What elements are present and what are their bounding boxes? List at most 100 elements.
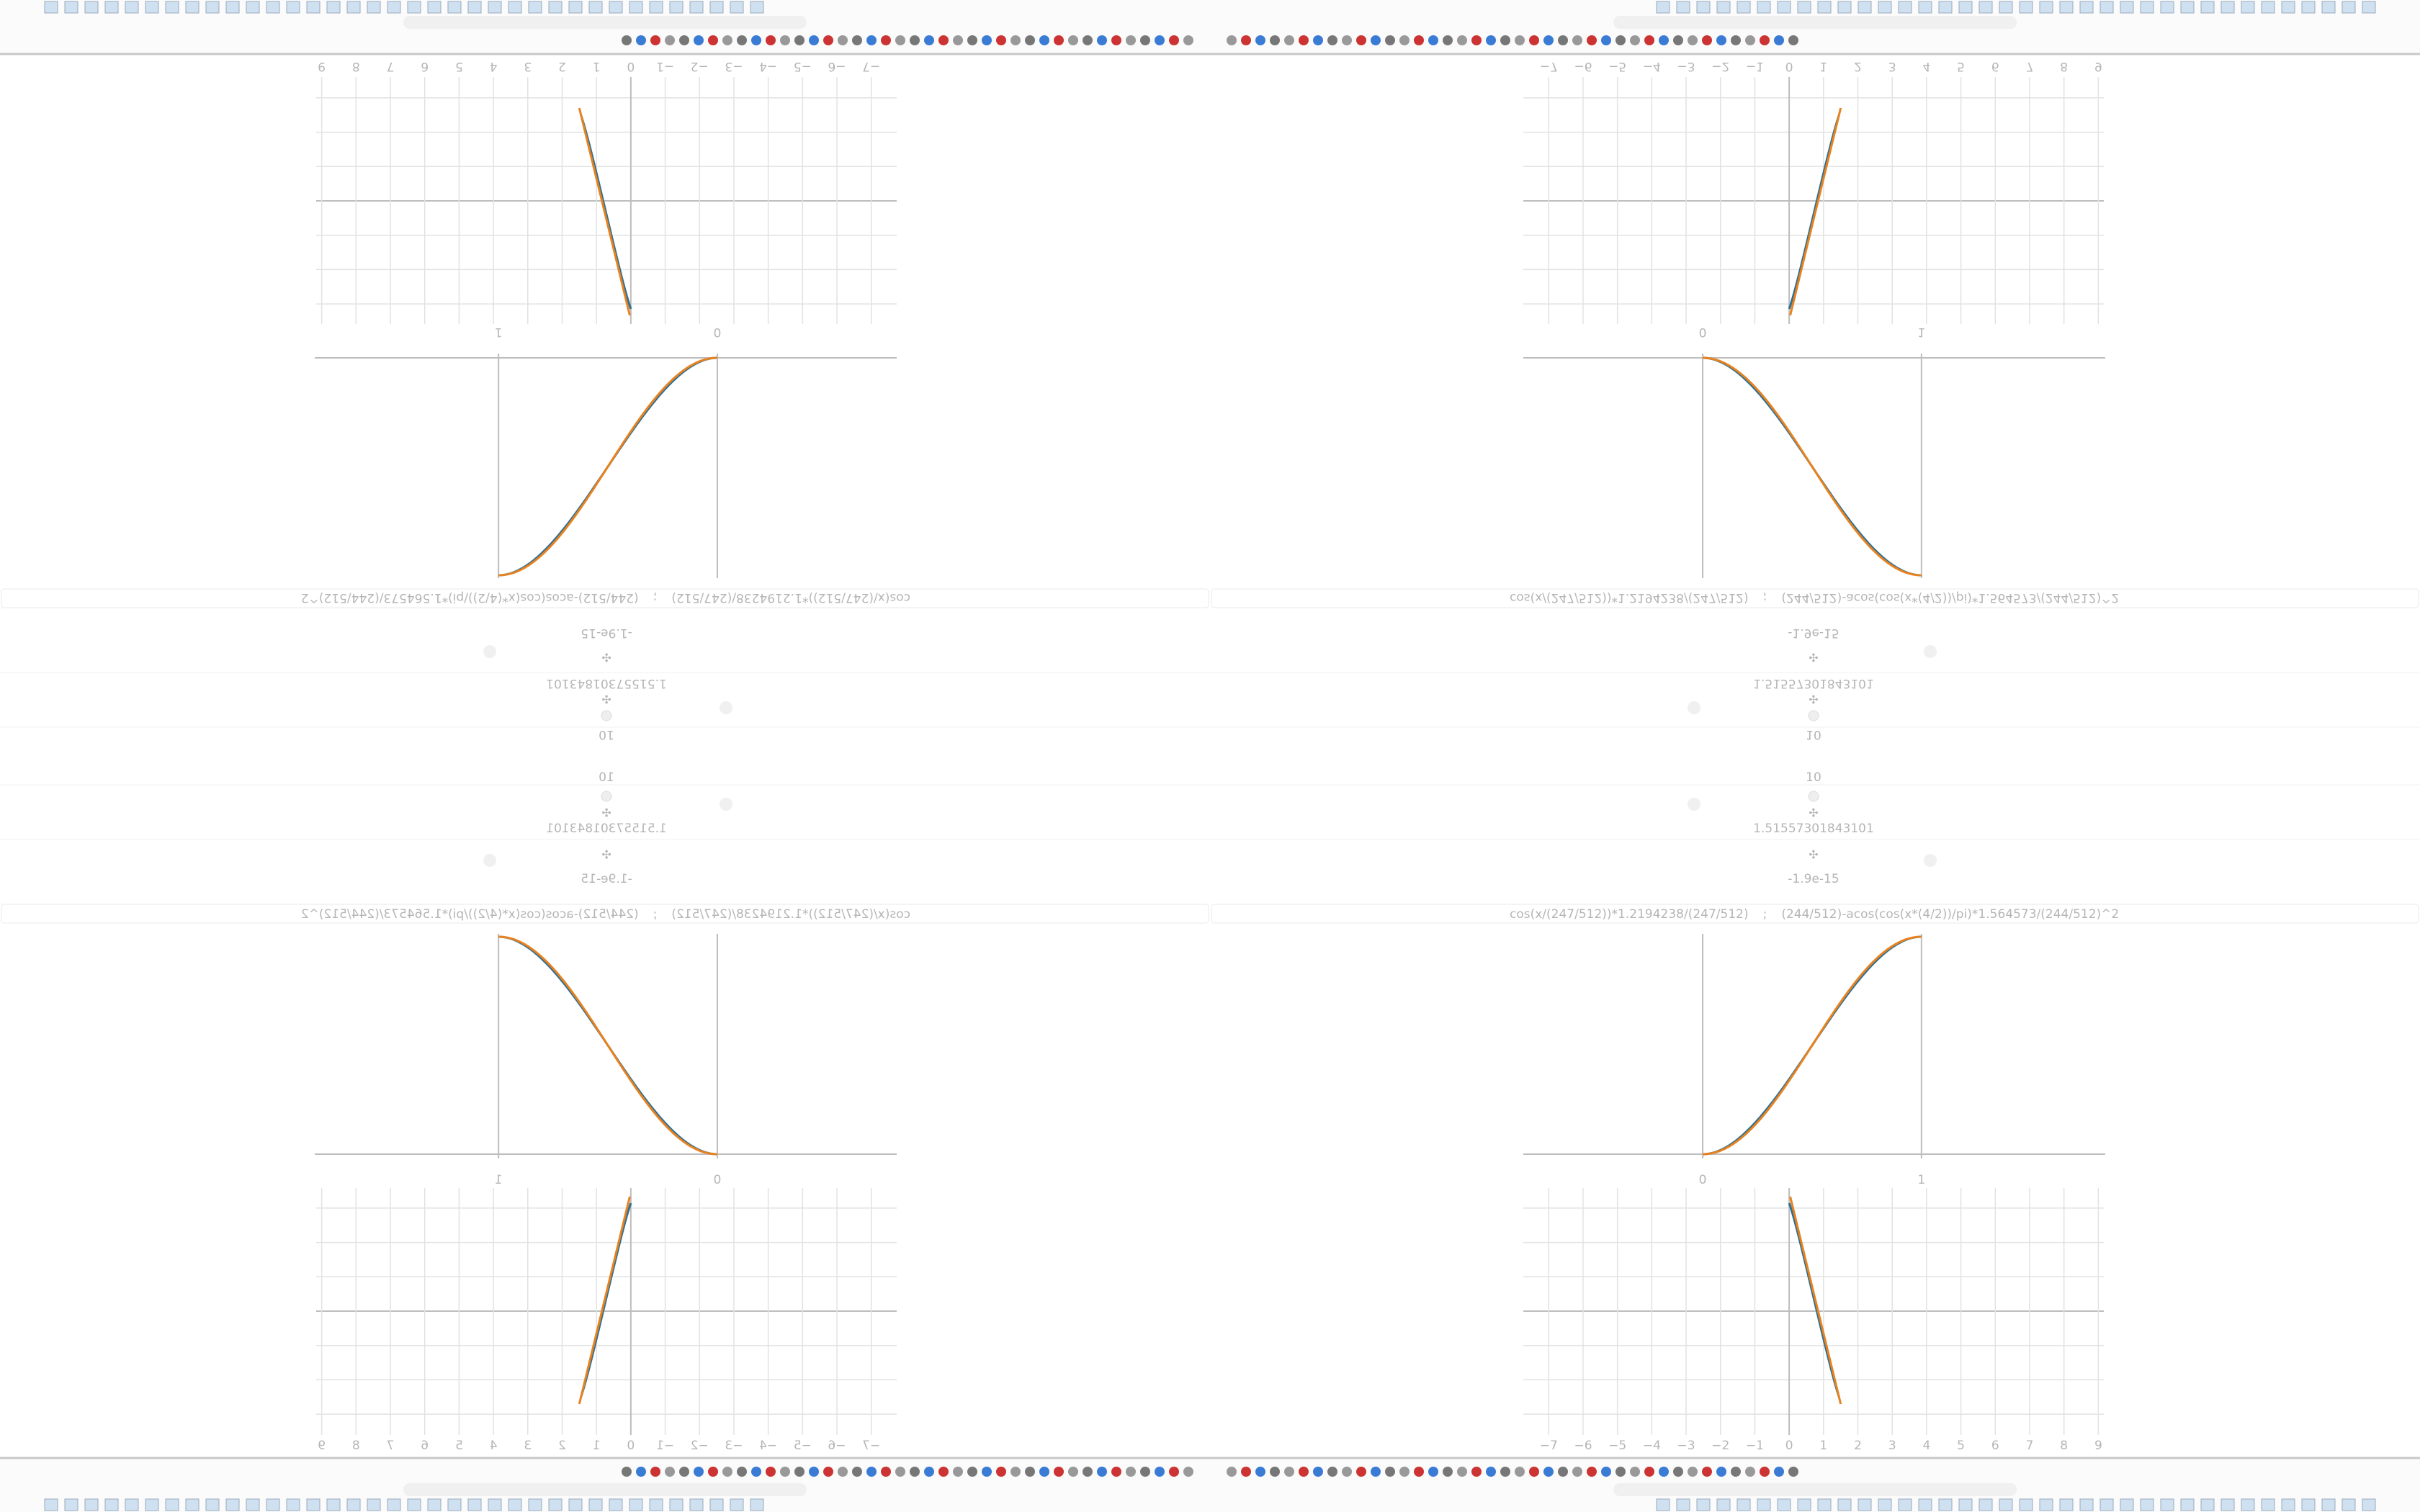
toolbar-icon[interactable] — [1673, 1467, 1683, 1477]
toolbar-icon[interactable] — [1183, 35, 1193, 45]
tab[interactable] — [2160, 1, 2174, 14]
tab[interactable] — [2180, 1498, 2195, 1511]
tab[interactable] — [367, 1498, 381, 1511]
tab[interactable] — [649, 1498, 663, 1511]
tab[interactable] — [1696, 1, 1711, 14]
tab[interactable] — [1918, 1, 1932, 14]
toolbar-icon[interactable] — [1284, 35, 1294, 45]
toolbar-icon[interactable] — [679, 35, 689, 45]
tab[interactable] — [2261, 1, 2275, 14]
toolbar-icon[interactable] — [1155, 1467, 1165, 1477]
tab[interactable] — [1918, 1498, 1932, 1511]
toolbar-icon[interactable] — [866, 1467, 877, 1477]
toolbar-icon[interactable] — [1169, 1467, 1179, 1477]
toolbar-icon[interactable] — [1788, 35, 1798, 45]
toolbar-icon[interactable] — [1270, 35, 1280, 45]
toolbar-icon[interactable] — [737, 1467, 747, 1477]
toolbar-icon[interactable] — [1140, 1467, 1150, 1477]
toolbar-icon[interactable] — [881, 1467, 891, 1477]
tab[interactable] — [568, 1, 583, 14]
toolbar-icon[interactable] — [1039, 35, 1049, 45]
toolbar-icon[interactable] — [1731, 1467, 1741, 1477]
tab[interactable] — [2019, 1, 2033, 14]
toolbar-icon[interactable] — [737, 35, 747, 45]
tab[interactable] — [2019, 1498, 2033, 1511]
url-bar[interactable] — [1613, 1483, 2017, 1496]
toolbar-icon[interactable] — [1083, 1467, 1093, 1477]
toolbar-icon[interactable] — [794, 35, 805, 45]
tab[interactable] — [2241, 1, 2255, 14]
tab[interactable] — [246, 1498, 260, 1511]
toolbar-icon[interactable] — [1601, 35, 1611, 45]
tab[interactable] — [2079, 1, 2094, 14]
tab[interactable] — [145, 1498, 159, 1511]
tab[interactable] — [2301, 1498, 2316, 1511]
toolbar-icon[interactable] — [1327, 1467, 1337, 1477]
toolbar-icon[interactable] — [982, 35, 992, 45]
toolbar-icon[interactable] — [665, 1467, 675, 1477]
toolbar-icon[interactable] — [1241, 35, 1251, 45]
tab[interactable] — [669, 1498, 684, 1511]
tab[interactable] — [1656, 1498, 1670, 1511]
tab[interactable] — [508, 1498, 522, 1511]
slider-handle[interactable] — [1924, 645, 1937, 658]
tab[interactable] — [125, 1498, 139, 1511]
toolbar-icon[interactable] — [823, 1467, 833, 1477]
toolbar-icon[interactable] — [967, 1467, 977, 1477]
tab[interactable] — [2321, 1, 2336, 14]
toolbar-icon[interactable] — [636, 35, 646, 45]
tab[interactable] — [548, 1498, 563, 1511]
tab[interactable] — [1978, 1498, 1993, 1511]
slider-handle[interactable] — [1808, 791, 1819, 802]
tab[interactable] — [709, 1498, 724, 1511]
tab[interactable] — [750, 1, 764, 14]
tab[interactable] — [286, 1498, 300, 1511]
toolbar-icon[interactable] — [1615, 35, 1626, 45]
toolbar-icon[interactable] — [1428, 35, 1438, 45]
toolbar-icon[interactable] — [910, 35, 920, 45]
toolbar-icon[interactable] — [1255, 35, 1265, 45]
tab[interactable] — [346, 1, 361, 14]
toolbar-icon[interactable] — [1486, 1467, 1496, 1477]
tab[interactable] — [2200, 1, 2215, 14]
toolbar-icon[interactable] — [1500, 35, 1510, 45]
tab[interactable] — [1676, 1, 1690, 14]
tab[interactable] — [2120, 1498, 2134, 1511]
toolbar-icon[interactable] — [1543, 1467, 1554, 1477]
slider-handle[interactable] — [720, 798, 732, 811]
slider-handle[interactable] — [601, 791, 612, 802]
toolbar-icon[interactable] — [924, 1467, 934, 1477]
toolbar-icon[interactable] — [852, 35, 862, 45]
toolbar-icon[interactable] — [1313, 1467, 1323, 1477]
slider-handle[interactable] — [483, 645, 496, 658]
tab[interactable] — [387, 1498, 401, 1511]
toolbar-icon[interactable] — [1543, 35, 1554, 45]
url-bar[interactable] — [1613, 16, 2017, 29]
slider-handle[interactable] — [601, 710, 612, 721]
url-bar[interactable] — [403, 16, 807, 29]
tab[interactable] — [1736, 1, 1751, 14]
tab[interactable] — [2099, 1, 2114, 14]
tab[interactable] — [588, 1498, 603, 1511]
toolbar-icon[interactable] — [938, 1467, 949, 1477]
toolbar-icon[interactable] — [1083, 35, 1093, 45]
tab[interactable] — [165, 1, 179, 14]
tab[interactable] — [609, 1498, 623, 1511]
formula-bar[interactable] — [1, 588, 1209, 608]
toolbar-icon[interactable] — [809, 1467, 819, 1477]
tab[interactable] — [64, 1498, 79, 1511]
toolbar-icon[interactable] — [694, 35, 704, 45]
tab[interactable] — [2180, 1, 2195, 14]
toolbar-icon[interactable] — [1529, 1467, 1539, 1477]
tab[interactable] — [326, 1498, 341, 1511]
tab[interactable] — [2140, 1498, 2154, 1511]
tab[interactable] — [2281, 1, 2295, 14]
tab[interactable] — [1898, 1498, 1912, 1511]
toolbar-icon[interactable] — [1010, 35, 1021, 45]
tab[interactable] — [1958, 1, 1973, 14]
toolbar-icon[interactable] — [1111, 1467, 1121, 1477]
tab[interactable] — [44, 1, 58, 14]
toolbar-icon[interactable] — [665, 35, 675, 45]
tab[interactable] — [185, 1, 200, 14]
toolbar-icon[interactable] — [938, 35, 949, 45]
